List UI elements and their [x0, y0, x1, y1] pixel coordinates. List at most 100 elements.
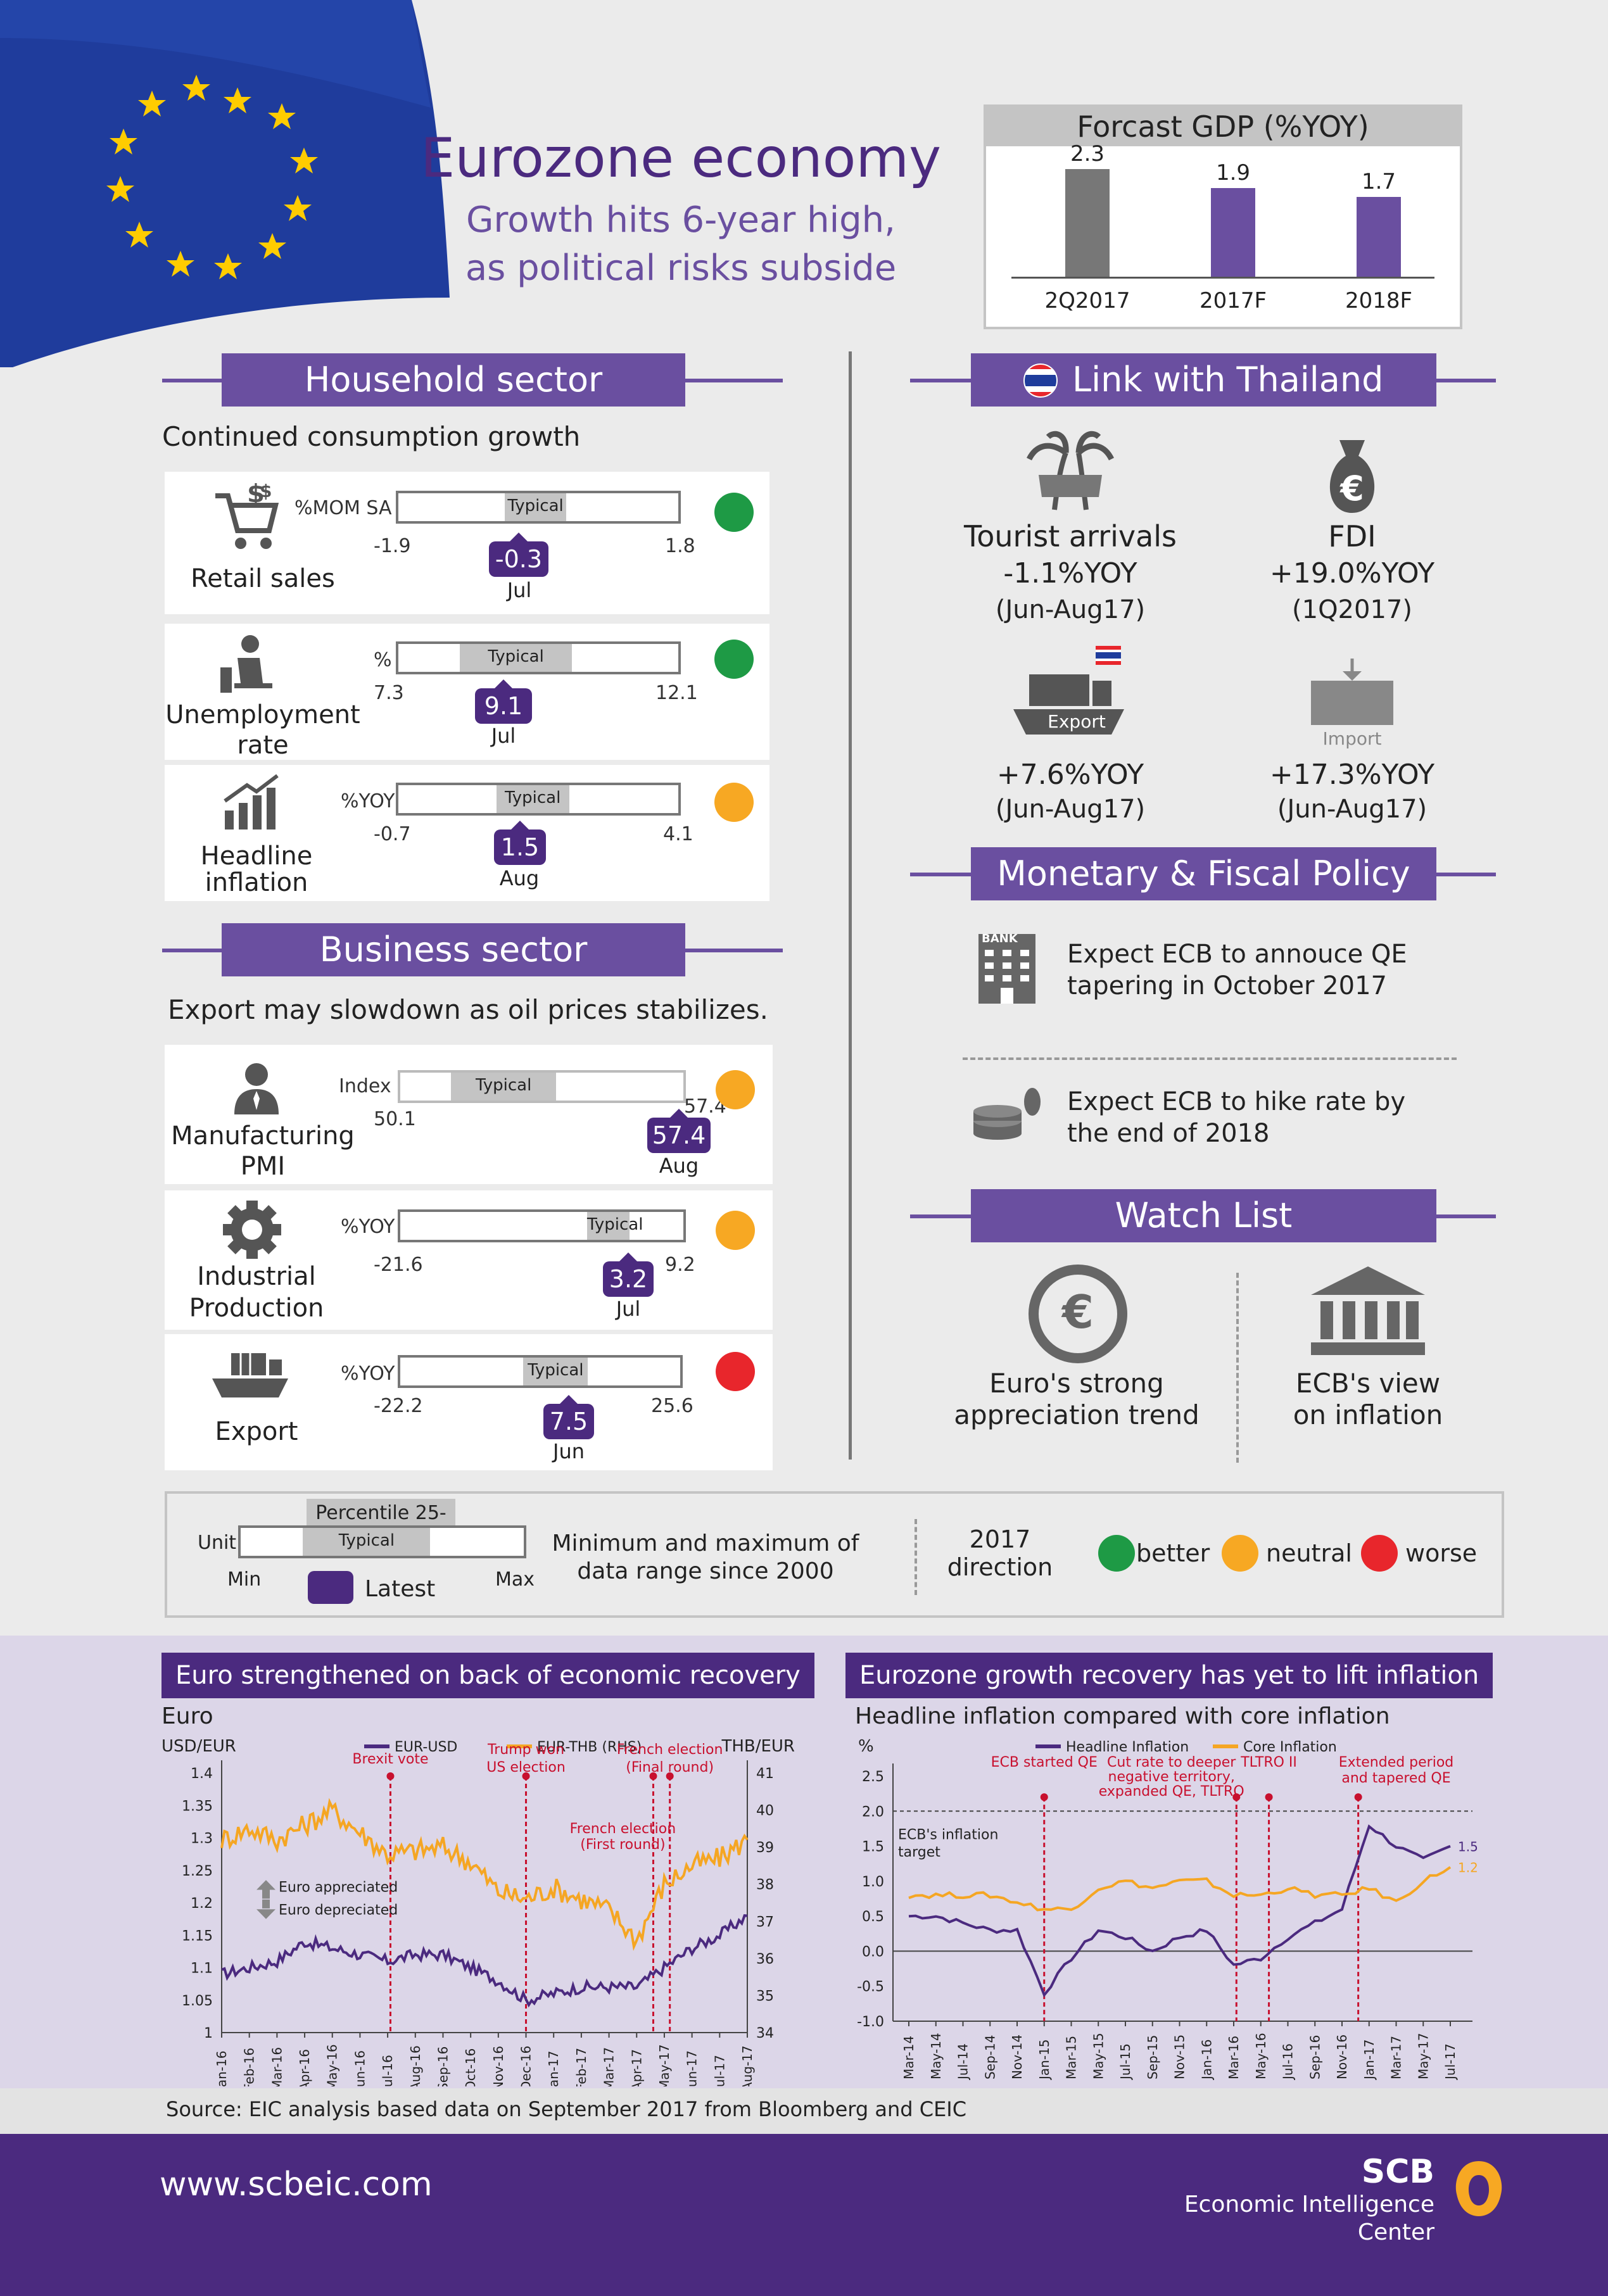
bank-icon-text: BANK	[982, 932, 1018, 945]
chart1-xtick-Jan-17: Jan-17	[546, 2051, 561, 2087]
shopping-cart-icon: $ $	[215, 483, 279, 549]
gdp-forecast-box: Forcast GDP (%YOY) 2.3 2Q2017 1.9 2017F 1.7 2…	[984, 104, 1462, 329]
rising-chart-icon	[224, 774, 279, 829]
chart1-xtick-Jun-17: Jun-17	[685, 2050, 700, 2086]
chart1-y2tick-35: 35	[756, 1988, 774, 2004]
gdp-value-2017F: 1.9	[1215, 160, 1251, 186]
chart1-annotation-french2-1: French election	[617, 1742, 723, 1758]
export-ship-text: Export	[1048, 711, 1106, 732]
watch-item2: ECB's view on inflation	[1260, 1368, 1476, 1431]
chart2-subtitle: Headline inflation compared with core in…	[855, 1703, 1390, 1729]
chart2-annotation-tltro: TLTRO II	[1240, 1755, 1297, 1770]
headline-inflation-scale: Typical	[396, 783, 681, 816]
retail-sales-label: Retail sales	[191, 564, 335, 593]
industrial-month: Jul	[616, 1297, 641, 1321]
chart1-title: Euro strengthened on back of economic re…	[161, 1653, 814, 1698]
page-subtitle-2: as political risks subside	[465, 248, 897, 289]
policy-item2: Expect ECB to hike rate by the end of 20…	[1067, 1086, 1405, 1149]
chart2-ylabel: %	[858, 1737, 874, 1756]
unemployment-max: 12.1	[655, 682, 698, 704]
flag-stars	[106, 75, 318, 279]
chart2-legend: Headline Inflation Core Inflation	[1035, 1739, 1337, 1755]
scb-logo-icon	[1455, 2161, 1502, 2216]
businessman-icon	[234, 1063, 279, 1114]
source-note: Source: EIC analysis based data on Septe…	[166, 2097, 967, 2121]
chart2-annotation-qe: ECB started QE	[991, 1755, 1098, 1770]
chart1-subtitle: Euro	[161, 1703, 213, 1729]
chart2-annotation-dot-3	[1354, 1793, 1362, 1801]
pmi-latest: 57.4	[647, 1109, 711, 1153]
chart1-y2tick-36: 36	[756, 1952, 774, 1967]
chart1-annotation-trump-2: US election	[486, 1760, 565, 1776]
fdi-value: +19.0%YOY	[1269, 557, 1435, 590]
chart2-xtick-Sep-14: Sep-14	[982, 2035, 997, 2079]
worker-desk-icon	[220, 635, 272, 693]
pmi-typical: Typical	[451, 1073, 556, 1101]
export-unit: %YOY	[341, 1363, 395, 1385]
chart2-xtick-Jul-15: Jul-15	[1118, 2043, 1133, 2081]
chart2-xtick-Jan-16: Jan-16	[1199, 2040, 1214, 2081]
export-card: Export %YOY Typical -22.2 25.6 7.5 Jun	[165, 1334, 773, 1470]
chart2-annotation-ext-2: and tapered QE	[1341, 1770, 1450, 1786]
chart2-xtick-Jan-17: Jan-17	[1362, 2040, 1377, 2081]
chart2-legend-label-0: Headline Inflation	[1066, 1739, 1189, 1755]
fdi-label: FDI	[1328, 519, 1376, 553]
chart1-xtick-Aug-17: Aug-17	[740, 2045, 755, 2086]
chart1-xtick-Oct-16: Oct-16	[463, 2048, 478, 2086]
chart2-annotation-ext-1: Extended period	[1339, 1755, 1454, 1770]
website-link[interactable]: www.scbeic.com	[160, 2166, 433, 2204]
export-ship-icon	[1013, 646, 1124, 735]
business-banner: Business sector	[222, 923, 685, 976]
chart1-y2tick-41: 41	[756, 1766, 774, 1782]
chart1-legend: EUR-USD EUR-THB (RHS)	[364, 1739, 642, 1755]
chart1-down-arrow	[256, 1909, 275, 1919]
policy-item1: Expect ECB to annouce QE tapering in Oct…	[1067, 938, 1407, 1002]
import-container-icon	[1311, 659, 1393, 725]
chart2-xtick-May-15: May-15	[1091, 2033, 1106, 2079]
chart2-xtick-Nov-14: Nov-14	[1010, 2034, 1025, 2079]
gdp-bar-2Q2017	[1065, 169, 1110, 277]
export-typical: Typical	[523, 1358, 588, 1385]
headline-inflation-card: Headline inflation %YOY Typical -0.7 4.1…	[165, 765, 769, 901]
chart2-xtick-Jan-15: Jan-15	[1037, 2040, 1052, 2081]
brand-name: SCB	[1361, 2153, 1434, 2191]
chart1-xtick-Apr-16: Apr-16	[297, 2049, 312, 2086]
chart1-annotation-dot-3	[666, 1772, 674, 1780]
chart1-xtick-Mar-17: Mar-17	[602, 2047, 617, 2086]
headline-inflation-latest: 1.5	[494, 821, 546, 865]
gdp-label-2Q2017: 2Q2017	[1044, 288, 1130, 313]
source-bar	[0, 2088, 1608, 2134]
watch-item2-line2: on inflation	[1293, 1399, 1443, 1430]
unemployment-direction-dot	[714, 640, 754, 679]
chart1-y2tick-38: 38	[756, 1877, 774, 1893]
retail-scale: Typical	[396, 491, 681, 524]
industrial-max: 9.2	[665, 1254, 695, 1276]
chart1-legend-label-1: EUR-THB (RHS)	[537, 1739, 642, 1755]
chart2-title: Eurozone growth recovery has yet to lift…	[845, 1653, 1493, 1698]
page-subtitle-1: Growth hits 6-year high,	[466, 199, 896, 241]
chart2-annotation-cut-3: expanded QE, TLTRO	[1099, 1784, 1244, 1800]
chart1-y2tick-34: 34	[756, 2026, 774, 2041]
chart1-annotation-dot-1	[522, 1772, 530, 1780]
brand-block: SCB Economic Intelligence Center	[1121, 2153, 1434, 2247]
tourist-period: (Jun-Aug17)	[995, 595, 1146, 624]
chart1-xtick-Feb-16: Feb-16	[242, 2048, 257, 2086]
chart1-arrow-label-down: Euro depreciated	[279, 1902, 398, 1918]
export-scale: Typical	[398, 1355, 683, 1388]
column-divider	[849, 351, 852, 1460]
export-min: -22.2	[374, 1395, 423, 1417]
pmi-label-2: PMI	[240, 1152, 286, 1181]
unemployment-typical: Typical	[460, 644, 573, 672]
legend-better: better	[1136, 1539, 1210, 1567]
household-tagline: Continued consumption growth	[162, 421, 581, 452]
chart2-xtick-Mar-14: Mar-14	[901, 2036, 916, 2079]
chart2-annotation-dot-2	[1265, 1793, 1273, 1801]
unemployment-label-1: Unemployment	[165, 700, 360, 729]
chart1-xtick-Feb-17: Feb-17	[574, 2048, 589, 2086]
chart1-annotation-dot-2	[649, 1772, 657, 1780]
chart2-series-Headline Inflation	[908, 1824, 1451, 1998]
palm-tree-icon	[1026, 431, 1115, 510]
industrial-direction-dot	[716, 1211, 755, 1250]
legend-desc-1: Minimum and maximum of	[552, 1530, 859, 1556]
chart2-xtick-Sep-16: Sep-16	[1307, 2035, 1322, 2079]
